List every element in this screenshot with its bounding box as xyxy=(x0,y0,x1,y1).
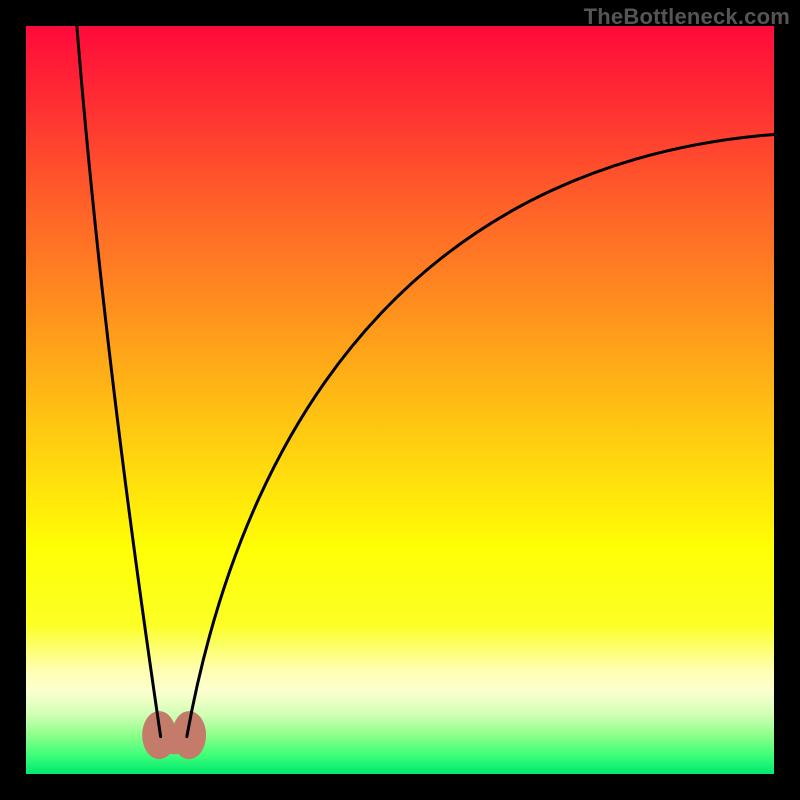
watermark-text: TheBottleneck.com xyxy=(584,4,790,30)
left-branch xyxy=(77,26,161,737)
plot-frame xyxy=(26,26,774,774)
valley-marker xyxy=(142,711,206,759)
curve-layer xyxy=(26,26,774,774)
right-branch xyxy=(187,134,774,736)
canvas-root: TheBottleneck.com xyxy=(0,0,800,800)
